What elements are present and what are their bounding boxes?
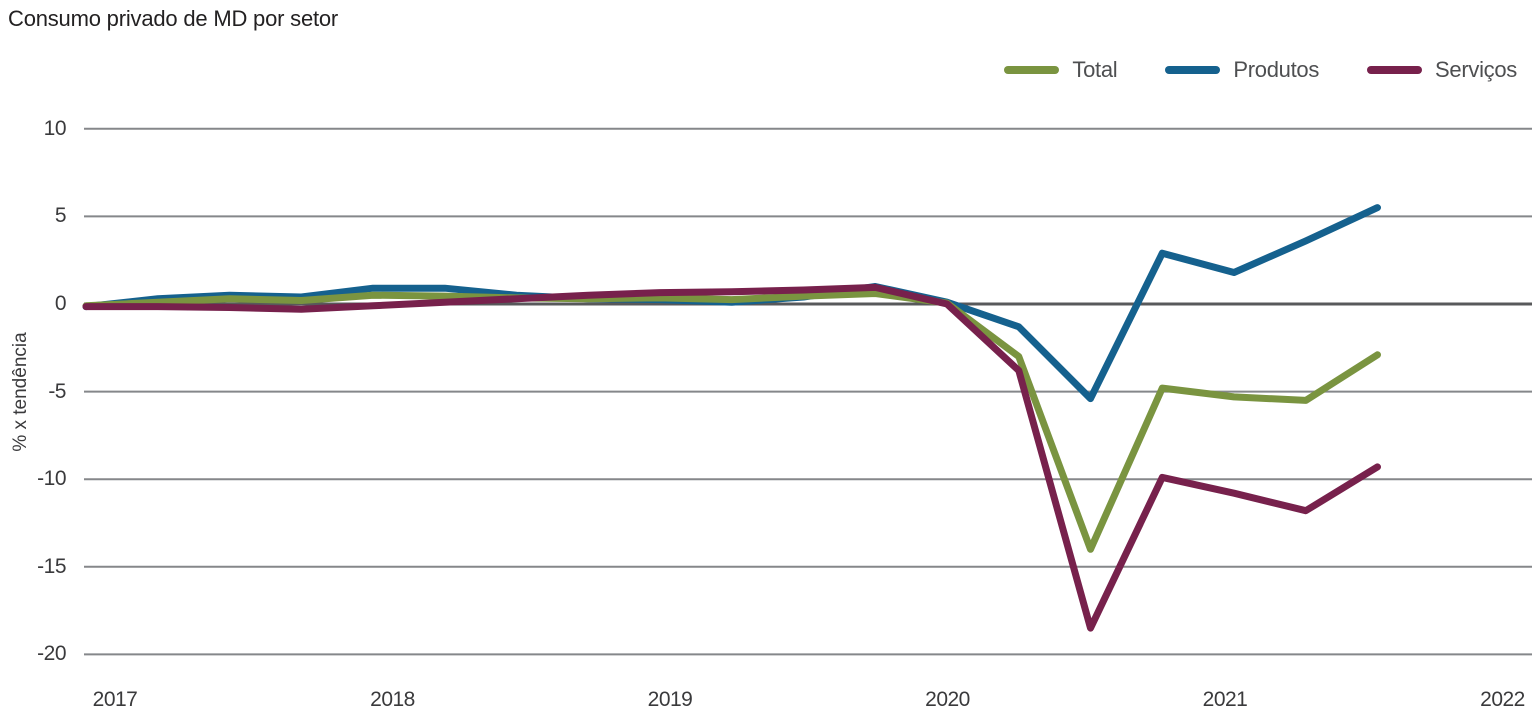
- y-tick-label: -20: [37, 642, 66, 666]
- legend-item-produtos: Produtos: [1165, 57, 1319, 83]
- chart-title: Consumo privado de MD por setor: [8, 6, 339, 31]
- y-tick-label: -10: [37, 467, 66, 491]
- series-line-servicos: [82, 283, 1381, 632]
- x-tick-label: 2021: [1202, 688, 1248, 711]
- legend-label: Produtos: [1233, 57, 1320, 82]
- legend: Total Produtos Serviços: [1004, 57, 1517, 83]
- legend-label: Serviços: [1435, 57, 1517, 82]
- legend-label: Total: [1072, 57, 1118, 82]
- x-tick-label: 2022: [1480, 688, 1525, 711]
- y-tick-label: 10: [43, 116, 67, 140]
- y-tick-label: -5: [48, 379, 66, 403]
- y-tick-label: 5: [54, 204, 67, 228]
- legend-swatch-produtos: [1165, 66, 1221, 74]
- y-tick-label: 0: [54, 292, 67, 315]
- x-tick-label: 2017: [92, 688, 138, 711]
- legend-item-servicos: Serviços: [1367, 57, 1517, 83]
- x-tick-label: 2019: [647, 688, 693, 711]
- y-tick-label: -15: [37, 554, 66, 578]
- x-tick-label: 2020: [925, 688, 970, 711]
- legend-swatch-total: [1004, 66, 1060, 74]
- series-line-total: [82, 290, 1381, 553]
- x-tick-label: 2018: [370, 688, 415, 711]
- legend-item-total: Total: [1004, 57, 1118, 83]
- legend-swatch-servicos: [1367, 66, 1423, 74]
